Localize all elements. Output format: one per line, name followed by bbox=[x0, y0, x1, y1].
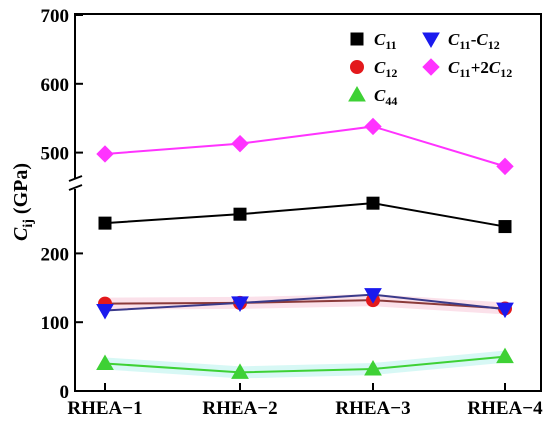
data-point bbox=[496, 302, 514, 319]
data-point bbox=[364, 117, 382, 136]
legend-marker bbox=[350, 60, 364, 74]
series-line bbox=[104, 202, 506, 228]
series-line bbox=[104, 299, 506, 310]
data-point bbox=[96, 354, 114, 370]
axis-ticks: 0 100 200 500 600 700 RHEA−1 RHEA−2 RHEA−3 RHEA−4 bbox=[41, 6, 544, 419]
y-axis-label: Cij (GPa) bbox=[10, 163, 36, 241]
x-tick-label: RHEA−2 bbox=[202, 398, 277, 419]
axis-break-mark bbox=[68, 175, 84, 191]
data-point bbox=[364, 359, 382, 376]
x-tick-label: RHEA−4 bbox=[467, 398, 543, 419]
legend-label: C11-C12 bbox=[448, 30, 500, 52]
legend-item-c44: C44 bbox=[348, 85, 397, 108]
legend-item-c11: C11 bbox=[350, 30, 397, 52]
series-line bbox=[104, 293, 506, 312]
legend-label: C11+2C12 bbox=[448, 58, 512, 80]
series-c44 bbox=[96, 347, 514, 379]
series-c11 bbox=[98, 196, 512, 234]
legend-marker bbox=[348, 85, 366, 102]
data-point bbox=[498, 220, 512, 234]
data-point bbox=[231, 363, 249, 379]
legend-label: C44 bbox=[374, 86, 397, 108]
series-c11-c12 bbox=[96, 288, 514, 320]
legend-marker bbox=[422, 32, 440, 49]
data-point bbox=[96, 304, 114, 320]
y-tick-label: 600 bbox=[41, 75, 70, 96]
y-axis-label-sub: ij bbox=[21, 219, 36, 228]
data-point bbox=[231, 134, 249, 153]
data-point bbox=[496, 157, 514, 176]
y-tick-label: 200 bbox=[41, 244, 70, 265]
data-point bbox=[96, 145, 114, 163]
series-line bbox=[104, 355, 506, 374]
legend: C11 C12 C44 C11-C12 C11+2C12 bbox=[348, 30, 512, 108]
plot-frame bbox=[74, 13, 542, 392]
legend-label: C11 bbox=[374, 30, 397, 52]
x-tick-label: RHEA−1 bbox=[67, 398, 142, 419]
legend-marker bbox=[350, 32, 364, 46]
data-point bbox=[231, 296, 249, 312]
y-tick-label: 500 bbox=[41, 144, 70, 165]
y-axis-label-unit: (GPa) bbox=[10, 163, 32, 219]
series-line bbox=[104, 125, 506, 168]
data-point bbox=[233, 207, 247, 221]
series-layer bbox=[96, 117, 514, 379]
data-point bbox=[364, 288, 382, 304]
y-tick-label: 100 bbox=[41, 313, 70, 334]
legend-item-c12: C12 bbox=[350, 58, 397, 80]
data-point bbox=[366, 196, 380, 210]
legend-item-c11-2c12: C11+2C12 bbox=[422, 58, 512, 80]
data-point bbox=[496, 347, 514, 364]
series-c11-2c12 bbox=[96, 117, 514, 176]
legend-label: C12 bbox=[374, 58, 397, 80]
y-tick-label: 0 bbox=[60, 382, 70, 403]
x-tick-label: RHEA−3 bbox=[335, 398, 410, 419]
data-point bbox=[98, 216, 112, 230]
legend-item-c11-c12: C11-C12 bbox=[422, 30, 500, 52]
y-axis-label-main: C bbox=[10, 227, 32, 241]
legend-marker bbox=[422, 58, 440, 76]
y-tick-label: 700 bbox=[41, 6, 70, 27]
